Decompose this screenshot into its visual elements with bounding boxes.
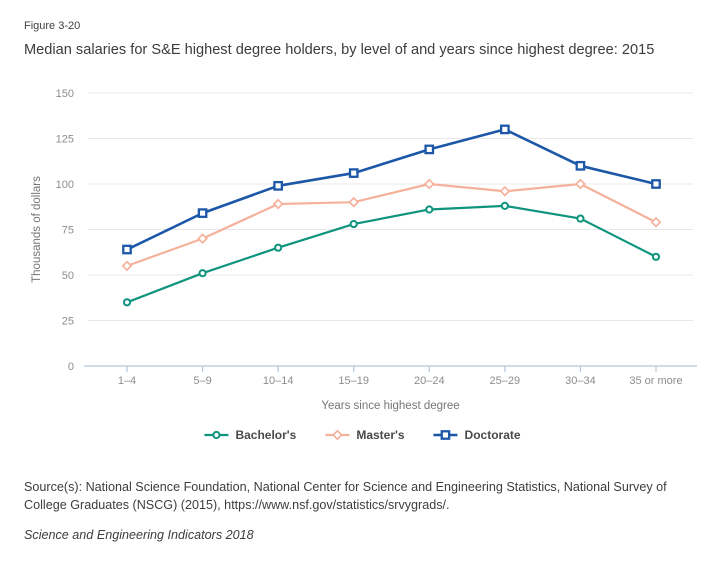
svg-text:35 or more: 35 or more xyxy=(629,375,682,387)
legend-item-bachelors: Bachelor's xyxy=(203,428,296,442)
svg-text:15–19: 15–19 xyxy=(338,375,369,387)
svg-text:0: 0 xyxy=(68,361,74,373)
doctorate-line-marker-icon xyxy=(433,430,458,440)
figure-title: Median salaries for S&E highest degree h… xyxy=(24,42,655,58)
svg-text:30–34: 30–34 xyxy=(565,375,596,387)
svg-text:25: 25 xyxy=(62,316,74,328)
svg-text:5–9: 5–9 xyxy=(193,375,211,387)
legend-item-doctorate: Doctorate xyxy=(433,428,521,442)
svg-text:Years since highest degree: Years since highest degree xyxy=(321,400,459,412)
masters-line-marker-icon xyxy=(325,429,350,441)
svg-text:1–4: 1–4 xyxy=(118,375,136,387)
svg-text:50: 50 xyxy=(62,270,74,282)
svg-text:10–14: 10–14 xyxy=(263,375,294,387)
svg-text:125: 125 xyxy=(56,134,74,146)
legend-label-bachelors: Bachelor's xyxy=(235,428,297,442)
salary-line-chart: 0 25 50 75 100 125 150 1–4 5–9 10–14 15–19 20–24 25–… xyxy=(31,88,697,412)
svg-text:20–24: 20–24 xyxy=(414,375,445,387)
legend-item-masters: Master's xyxy=(324,428,405,442)
source-text: Source(s): National Science Foundation, … xyxy=(24,480,667,513)
figure-number: Figure 3-20 xyxy=(24,20,81,32)
svg-text:100: 100 xyxy=(56,179,74,191)
svg-text:75: 75 xyxy=(62,225,74,237)
chart-legend: Bachelor's Master's Doctorate xyxy=(203,428,521,442)
svg-text:150: 150 xyxy=(56,88,74,100)
bachelors-line-marker-icon xyxy=(204,430,229,440)
footer-attribution: Science and Engineering Indicators 2018 xyxy=(24,528,254,542)
svg-text:Thousands of dollars: Thousands of dollars xyxy=(31,176,43,283)
legend-label-masters: Master's xyxy=(356,428,405,442)
svg-text:25–29: 25–29 xyxy=(490,375,521,387)
legend-label-doctorate: Doctorate xyxy=(464,428,521,442)
